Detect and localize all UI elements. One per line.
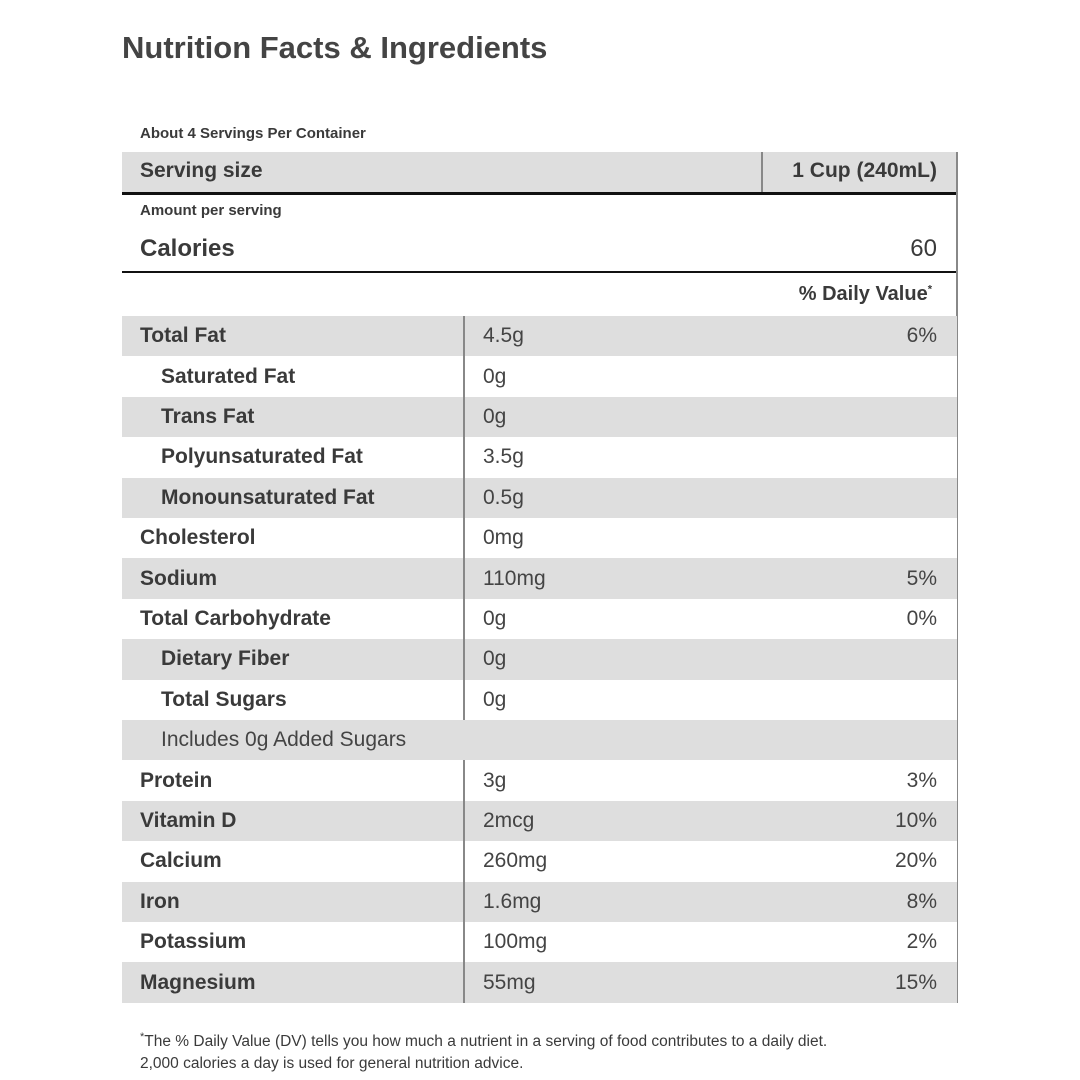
divider: [463, 841, 465, 882]
daily-value: 0%: [906, 606, 937, 630]
nutrient-name: Total Carbohydrate: [140, 606, 331, 630]
nutrient-name: Vitamin D: [140, 808, 237, 832]
daily-value: 20%: [894, 849, 937, 873]
amount: 3.5g: [483, 445, 524, 469]
daily-value: 2%: [906, 930, 937, 954]
daily-value: 15%: [894, 970, 937, 994]
amount: 2mcg: [483, 808, 535, 832]
amount: 0.5g: [483, 485, 524, 509]
daily-value: 8%: [906, 889, 937, 913]
serving-value: 1 Cup (240mL): [792, 159, 937, 182]
footnote-text: The % Daily Value (DV) tells you how muc…: [144, 1033, 828, 1051]
divider: [463, 437, 465, 478]
nutrient-name: Polyunsaturated Fat: [161, 445, 363, 469]
nutrient-row: Monounsaturated Fat 0.5g: [122, 477, 957, 518]
amount: 0g: [483, 606, 507, 630]
divider: [463, 598, 465, 640]
amount: 0g: [483, 647, 507, 671]
nutrient-name: Total Sugars: [161, 687, 287, 711]
nutrient-row: Cholesterol 0mg: [122, 518, 957, 559]
footnote-marker: *: [140, 1031, 145, 1043]
nutrient-name: Trans Fat: [161, 404, 255, 428]
nutrient-name: Sodium: [140, 566, 217, 590]
nutrient-name: Potassium: [140, 930, 247, 954]
rule: [122, 192, 957, 195]
calories-label: Calories: [140, 235, 235, 262]
nutrient-row: Saturated Fat 0g: [122, 356, 957, 397]
amount: 0g: [483, 364, 507, 388]
nutrient-name: Calcium: [140, 849, 222, 873]
nutrient-name: Cholesterol: [140, 526, 256, 550]
nutrient-row: Sodium 110mg 5%: [122, 558, 957, 599]
footnote: *The % Daily Value (DV) tells you how mu…: [140, 1026, 827, 1075]
divider: [761, 152, 763, 192]
daily-value: 6%: [906, 324, 937, 348]
nutrient-row: Potassium 100mg 2%: [122, 922, 957, 963]
daily-value: 5%: [906, 566, 937, 590]
amount-per-serving: Amount per serving: [140, 202, 282, 219]
amount: 0g: [483, 687, 507, 711]
nutrient-name: Protein: [140, 768, 213, 792]
divider: [463, 518, 465, 559]
divider: [463, 922, 465, 963]
serving-row: [122, 152, 957, 192]
amount: 4.5g: [483, 324, 524, 348]
calories-value: 60: [910, 235, 937, 262]
divider: [463, 396, 465, 438]
divider: [463, 962, 465, 1003]
nutrient-row: Total Sugars 0g: [122, 679, 957, 720]
divider: [463, 679, 465, 720]
nutrient-name: Magnesium: [140, 970, 256, 994]
divider: [463, 639, 465, 680]
divider: [463, 356, 465, 397]
amount: 55mg: [483, 970, 536, 994]
divider: [463, 881, 465, 922]
divider: [463, 316, 465, 357]
nutrient-row: Total Fat 4.5g 6%: [122, 316, 957, 357]
serving-label: Serving size: [140, 159, 263, 182]
amount: 0mg: [483, 526, 524, 550]
footnote-line: *The % Daily Value (DV) tells you how mu…: [140, 1026, 827, 1053]
nutrient-row: Polyunsaturated Fat 3.5g: [122, 437, 957, 478]
amount: 260mg: [483, 849, 548, 873]
nutrient-name: Iron: [140, 889, 180, 913]
divider: [463, 477, 465, 518]
divider: [463, 800, 465, 842]
note: Includes 0g Added Sugars: [161, 728, 407, 752]
amount: 1.6mg: [483, 889, 542, 913]
nutrient-name: Monounsaturated Fat: [161, 485, 375, 509]
nutrient-row: Calcium 260mg 20%: [122, 841, 957, 882]
title: Nutrition Facts & Ingredients: [122, 30, 548, 65]
rule: [122, 271, 957, 273]
nutrient-row: Total Carbohydrate 0g 0%: [122, 598, 957, 640]
divider: [463, 760, 465, 801]
nutrient-name: Dietary Fiber: [161, 647, 290, 671]
nutrient-name: Saturated Fat: [161, 364, 296, 388]
daily-value: 3%: [906, 768, 937, 792]
amount: 0g: [483, 404, 507, 428]
right-border: [956, 152, 958, 1003]
servings: About 4 Servings Per Container: [140, 125, 366, 142]
heading-marker: *: [927, 283, 932, 296]
nutrient-row: Trans Fat 0g: [122, 396, 957, 438]
daily-value-heading: % Daily Value*: [799, 283, 932, 306]
divider: [463, 558, 465, 599]
nutrient-row: Magnesium 55mg 15%: [122, 962, 957, 1003]
nutrient-row: Includes 0g Added Sugars: [122, 720, 957, 761]
heading-text: % Daily Value: [798, 283, 928, 305]
nutrient-row: Dietary Fiber 0g: [122, 639, 957, 680]
daily-value: 10%: [894, 808, 937, 832]
nutrient-row: Vitamin D 2mcg 10%: [122, 800, 957, 842]
amount: 3g: [483, 768, 507, 792]
nutrient-row: Protein 3g 3%: [122, 760, 957, 801]
amount: 110mg: [483, 566, 546, 590]
amount: 100mg: [483, 930, 548, 954]
nutrient-name: Total Fat: [140, 324, 226, 348]
footnote-line: 2,000 calories a day is used for general…: [140, 1055, 524, 1073]
nutrient-row: Iron 1.6mg 8%: [122, 881, 957, 922]
